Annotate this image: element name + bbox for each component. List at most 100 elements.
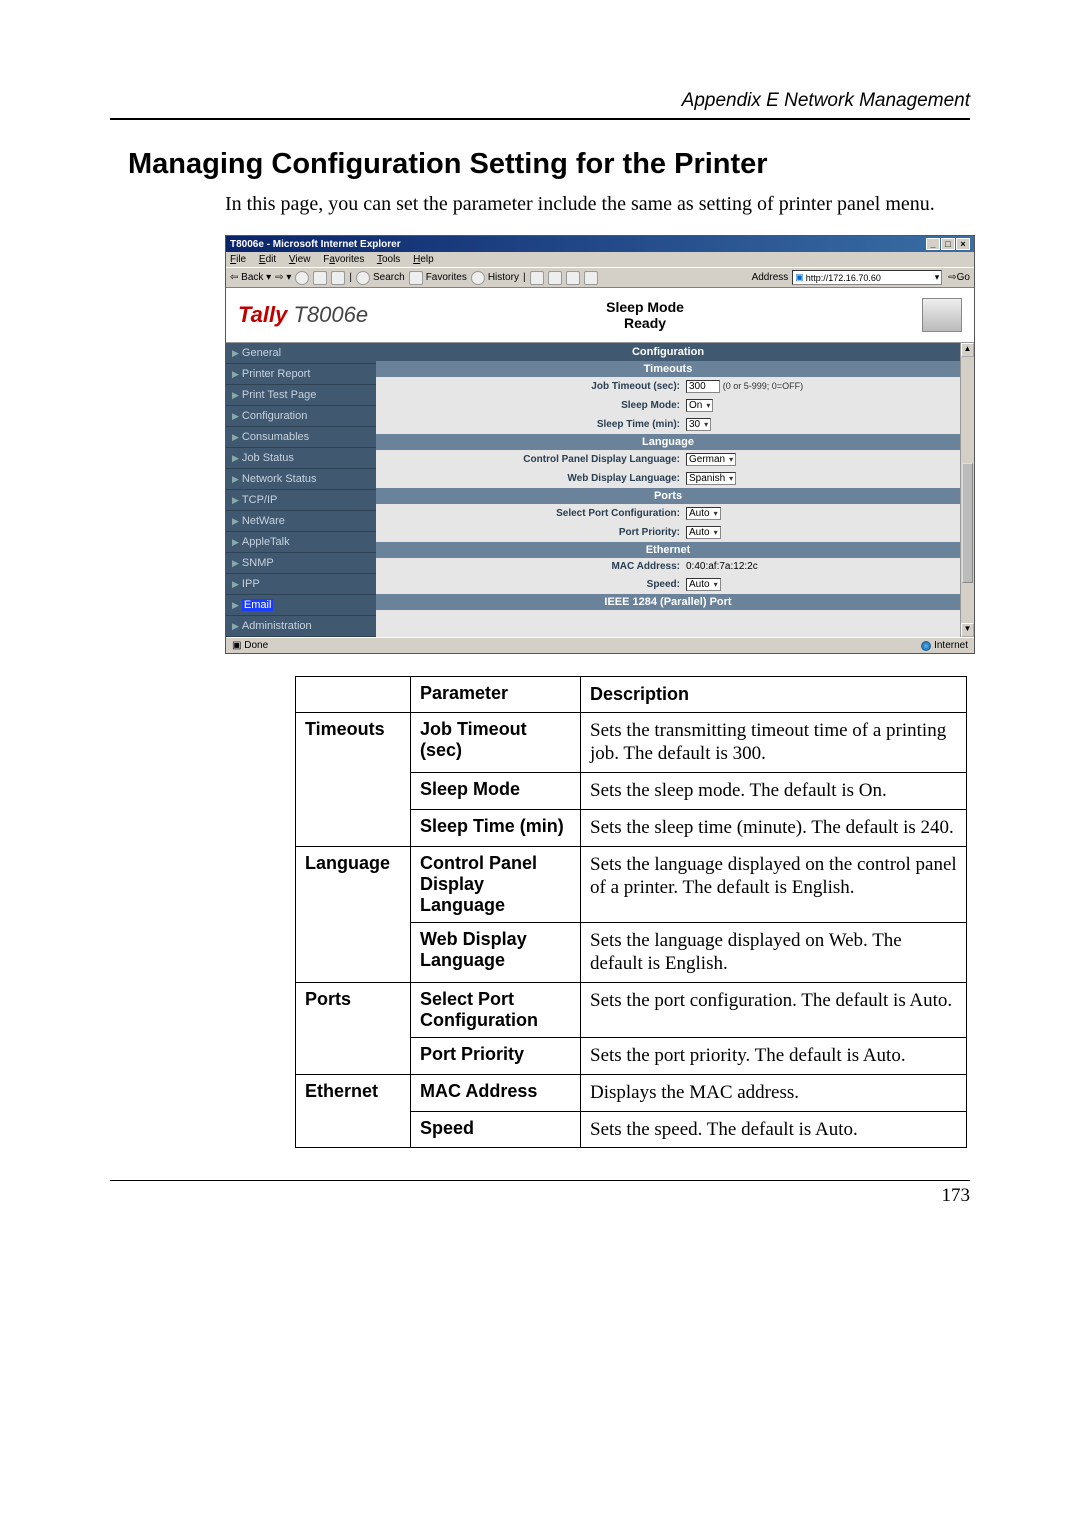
sleep-mode-select[interactable]: On bbox=[686, 399, 713, 412]
section-timeouts: Timeouts bbox=[376, 361, 960, 377]
intro-text: In this page, you can set the parameter … bbox=[225, 191, 970, 217]
home-icon[interactable] bbox=[331, 271, 345, 285]
sidebar-item-tcpip[interactable]: ▶TCP/IP bbox=[226, 490, 376, 511]
cp-lang-select[interactable]: German bbox=[686, 453, 736, 466]
stop-icon[interactable] bbox=[295, 271, 309, 285]
window-title: T8006e - Microsoft Internet Explorer bbox=[230, 239, 401, 250]
job-timeout-hint: (0 or 5-999; 0=OFF) bbox=[723, 381, 803, 391]
section-language: Language bbox=[376, 434, 960, 450]
search-icon[interactable] bbox=[356, 271, 370, 285]
cell-cat bbox=[296, 1038, 411, 1075]
sidebar-item-print-test[interactable]: ▶Print Test Page bbox=[226, 385, 376, 406]
cell-desc: Displays the MAC address. bbox=[581, 1074, 967, 1111]
brand-model: T8006e bbox=[293, 302, 368, 327]
sidebar-item-email[interactable]: ▶Email bbox=[226, 595, 376, 616]
cell-desc: Sets the speed. The default is Auto. bbox=[581, 1111, 967, 1148]
sidebar-item-ipp[interactable]: ▶IPP bbox=[226, 574, 376, 595]
sidebar-item-administration[interactable]: ▶Administration bbox=[226, 616, 376, 637]
scroll-thumb[interactable] bbox=[962, 463, 973, 583]
section-ports: Ports bbox=[376, 488, 960, 504]
cell-desc: Sets the language displayed on Web. The … bbox=[581, 922, 967, 983]
address-input[interactable]: ▣ http://172.16.70.60 ▾ bbox=[792, 270, 942, 285]
job-timeout-input[interactable]: 300 bbox=[686, 380, 720, 393]
address-label: Address bbox=[752, 272, 789, 283]
sidebar-item-netware[interactable]: ▶NetWare bbox=[226, 511, 376, 532]
section-ethernet: Ethernet bbox=[376, 542, 960, 558]
cell-param: Select Port Configuration bbox=[411, 983, 581, 1038]
scroll-up-button[interactable]: ▲ bbox=[961, 343, 974, 357]
cell-cat: Ports bbox=[296, 983, 411, 1038]
maximize-button[interactable]: □ bbox=[941, 238, 955, 250]
go-button[interactable]: ⇨Go bbox=[948, 272, 970, 283]
titlebar: T8006e - Microsoft Internet Explorer _ □… bbox=[226, 236, 974, 252]
menu-tools[interactable]: Tools bbox=[377, 254, 400, 265]
favorites-label[interactable]: Favorites bbox=[426, 272, 467, 283]
sidebar-item-network-status[interactable]: ▶Network Status bbox=[226, 469, 376, 490]
sleep-time-select[interactable]: 30 bbox=[686, 418, 711, 431]
history-label[interactable]: History bbox=[488, 272, 519, 283]
cell-desc: Sets the port configuration. The default… bbox=[581, 983, 967, 1038]
cp-lang-label: Control Panel Display Language: bbox=[450, 454, 680, 465]
sidebar-item-general[interactable]: ▶General bbox=[226, 343, 376, 364]
scroll-down-button[interactable]: ▼ bbox=[961, 623, 974, 637]
mail-icon[interactable] bbox=[530, 271, 544, 285]
sidebar-item-consumables[interactable]: ▶Consumables bbox=[226, 427, 376, 448]
sidebar-item-snmp[interactable]: ▶SNMP bbox=[226, 553, 376, 574]
cell-cat: Language bbox=[296, 846, 411, 922]
sidebar-item-printer-report[interactable]: ▶Printer Report bbox=[226, 364, 376, 385]
page-number: 173 bbox=[110, 1185, 970, 1207]
scrollbar[interactable]: ▲ ▼ bbox=[960, 343, 974, 637]
browser-window: T8006e - Microsoft Internet Explorer _ □… bbox=[225, 235, 975, 654]
menu-file[interactable]: File bbox=[230, 254, 246, 265]
cell-cat bbox=[296, 1111, 411, 1148]
sidebar: ▶General ▶Printer Report ▶Print Test Pag… bbox=[226, 343, 376, 637]
speed-select[interactable]: Auto bbox=[686, 578, 721, 591]
cell-desc: Sets the sleep mode. The default is On. bbox=[581, 773, 967, 810]
table-row: Ports Select Port Configuration Sets the… bbox=[296, 983, 967, 1038]
port-priority-select[interactable]: Auto bbox=[686, 526, 721, 539]
table-row: Sleep Time (min) Sets the sleep time (mi… bbox=[296, 809, 967, 846]
menu-help[interactable]: Help bbox=[413, 254, 434, 265]
close-button[interactable]: × bbox=[956, 238, 970, 250]
parameter-table: Parameter Description Timeouts Job Timeo… bbox=[295, 676, 967, 1148]
cell-cat: Timeouts bbox=[296, 712, 411, 773]
header-rule bbox=[110, 118, 970, 120]
zone-internet: Internet bbox=[921, 640, 968, 651]
select-port-select[interactable]: Auto bbox=[686, 507, 721, 520]
edit-icon[interactable] bbox=[566, 271, 580, 285]
web-lang-select[interactable]: Spanish bbox=[686, 472, 736, 485]
cell-param: Web Display Language bbox=[411, 922, 581, 983]
back-button[interactable]: ⇦ Back ▾ bbox=[230, 272, 271, 283]
appendix-header: Appendix E Network Management bbox=[110, 90, 970, 112]
config-panel: Configuration Timeouts Job Timeout (sec)… bbox=[376, 343, 974, 637]
job-timeout-label: Job Timeout (sec): bbox=[450, 381, 680, 392]
forward-button[interactable]: ⇨ ▾ bbox=[275, 272, 291, 283]
discuss-icon[interactable] bbox=[584, 271, 598, 285]
minimize-button[interactable]: _ bbox=[926, 238, 940, 250]
sidebar-item-job-status[interactable]: ▶Job Status bbox=[226, 448, 376, 469]
menu-edit[interactable]: Edit bbox=[259, 254, 276, 265]
table-row: Web Display Language Sets the language d… bbox=[296, 922, 967, 983]
cell-desc: Sets the language displayed on the contr… bbox=[581, 846, 967, 922]
refresh-icon[interactable] bbox=[313, 271, 327, 285]
brand: Tally T8006e bbox=[238, 302, 368, 328]
menubar: File Edit View Favorites Tools Help bbox=[226, 252, 974, 267]
cell-param: MAC Address bbox=[411, 1074, 581, 1111]
print-icon[interactable] bbox=[548, 271, 562, 285]
sidebar-item-configuration[interactable]: ▶Configuration bbox=[226, 406, 376, 427]
printer-icon bbox=[922, 298, 962, 332]
table-row: Sleep Mode Sets the sleep mode. The defa… bbox=[296, 773, 967, 810]
search-label[interactable]: Search bbox=[373, 272, 405, 283]
sleep-mode-label: Sleep Mode: bbox=[450, 400, 680, 411]
menu-favorites[interactable]: Favorites bbox=[323, 254, 364, 265]
sidebar-item-appletalk[interactable]: ▶AppleTalk bbox=[226, 532, 376, 553]
cell-cat bbox=[296, 922, 411, 983]
cell-desc: Sets the port priority. The default is A… bbox=[581, 1038, 967, 1075]
history-icon[interactable] bbox=[471, 271, 485, 285]
menu-view[interactable]: View bbox=[289, 254, 311, 265]
table-row: Speed Sets the speed. The default is Aut… bbox=[296, 1111, 967, 1148]
cell-param: Job Timeout (sec) bbox=[411, 712, 581, 773]
cell-param: Sleep Time (min) bbox=[411, 809, 581, 846]
favorites-icon[interactable] bbox=[409, 271, 423, 285]
table-head-parameter: Parameter bbox=[411, 677, 581, 713]
